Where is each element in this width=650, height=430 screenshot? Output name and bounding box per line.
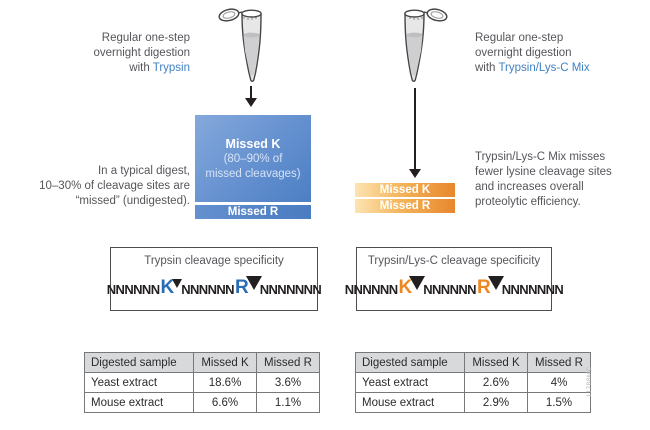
- sequence-segment: NNNNNNN: [259, 282, 322, 297]
- column-header-missed-r: Missed R: [527, 352, 591, 373]
- sample-cell: Yeast extract: [84, 372, 194, 393]
- right-note-line4: proteolytic efficiency.: [475, 196, 581, 208]
- trypsin-lysc-cleavage-sequence: NNNNNN K NNNNNN R NNNNNNN: [345, 276, 564, 298]
- missed-k-value: 2.6%: [464, 372, 528, 393]
- right-intro-line2: overnight digestion: [475, 47, 572, 59]
- arrow-shaft: [250, 86, 252, 98]
- sample-cell: Mouse extract: [84, 392, 194, 413]
- table-row: Mouse extract 6.6% 1.1%: [84, 392, 320, 413]
- table-row: Yeast extract 18.6% 3.6%: [84, 372, 320, 393]
- arrow-head: [245, 98, 257, 107]
- right-intro-with: with: [475, 62, 499, 74]
- trypsin-specificity-box: Trypsin cleavage specificity NNNNNN K NNNN…: [107, 247, 322, 311]
- down-arrow-right: [409, 88, 421, 178]
- left-intro-line2: overnight digestion: [93, 47, 190, 59]
- column-header-missed-k: Missed K: [193, 352, 257, 373]
- microcentrifuge-tube-icon-right: [400, 5, 448, 89]
- figure-number-watermark: 11788MC: [586, 366, 593, 398]
- sequence-segment: NNNNNN: [106, 282, 160, 297]
- column-header-missed-k: Missed K: [464, 352, 528, 373]
- column-header-missed-r: Missed R: [256, 352, 320, 373]
- left-intro-with: with: [129, 62, 153, 74]
- right-note-text: Trypsin/Lys-C Mix misses fewer lysine cl…: [475, 150, 612, 210]
- table-header-row: Digested sample Missed K Missed R: [355, 352, 591, 373]
- table-header-row: Digested sample Missed K Missed R: [84, 352, 320, 373]
- missed-r-strip: Missed R: [195, 205, 311, 219]
- trypsin-cleavage-sequence: NNNNNN K NNNNNN R NNNNNNN: [107, 276, 322, 298]
- table-row: Yeast extract 2.6% 4%: [355, 372, 591, 393]
- cleavage-arrow-small-icon: [172, 279, 183, 288]
- sequence-segment: NNNNNN: [423, 282, 476, 297]
- missed-k-bar-label: Missed K: [379, 184, 431, 196]
- trypsin-results-table: Digested sample Missed K Missed R Yeast …: [84, 352, 320, 413]
- missed-k-sub-line1: (80–90% of: [223, 153, 283, 165]
- sample-cell: Mouse extract: [355, 392, 465, 413]
- sequence-segment: NNNNNNN: [501, 282, 564, 297]
- sequence-segment: NNNNNN: [344, 282, 398, 297]
- arrow-shaft: [414, 88, 416, 169]
- missed-k-sub-line2: missed cleavages): [205, 167, 301, 180]
- arginine-residue: R: [476, 277, 491, 298]
- left-note-line3: “missed” (undigested).: [75, 195, 190, 207]
- missed-k-label: Missed K: [225, 137, 281, 151]
- left-intro-line1: Regular one-step: [101, 32, 190, 44]
- missed-k-box: Missed K (80–90% of missed cleavages): [195, 115, 311, 202]
- left-note-line2: 10–30% of cleavage sites are: [39, 180, 190, 192]
- lysine-residue: K: [398, 277, 413, 298]
- right-note-line2: fewer lysine cleavage sites: [475, 166, 612, 178]
- column-header-sample: Digested sample: [355, 352, 465, 373]
- cleavage-arrow-large-icon: [409, 276, 426, 290]
- missed-k-value: 2.9%: [464, 392, 528, 413]
- right-intro-line3: with Trypsin/Lys-C Mix: [475, 61, 590, 76]
- right-intro-text: Regular one-step overnight digestion wit…: [475, 31, 590, 76]
- left-enzyme-name: Trypsin: [152, 62, 190, 74]
- down-arrow-left: [245, 86, 257, 107]
- lysine-residue: K: [160, 277, 175, 298]
- trypsin-lysc-specificity-title: Trypsin/Lys-C cleavage specificity: [367, 255, 541, 267]
- missed-r-bar: Missed R: [355, 199, 455, 213]
- microcentrifuge-tube-icon-left: [218, 5, 266, 89]
- cleavage-arrow-large-icon: [487, 276, 504, 290]
- missed-k-value: 18.6%: [193, 372, 257, 393]
- right-note-line1: Trypsin/Lys-C Mix misses: [475, 151, 606, 163]
- cleavage-arrow-large-icon: [245, 276, 262, 290]
- missed-r-label: Missed R: [227, 206, 279, 218]
- left-note-text: In a typical digest, 10–30% of cleavage …: [39, 164, 190, 209]
- trypsin-lysc-results-table: Digested sample Missed K Missed R Yeast …: [355, 352, 591, 413]
- missed-k-bar: Missed K: [355, 183, 455, 197]
- arrow-head: [409, 169, 421, 178]
- right-intro-line1: Regular one-step: [475, 32, 564, 44]
- arginine-residue: R: [234, 277, 249, 298]
- sample-cell: Yeast extract: [355, 372, 465, 393]
- column-header-sample: Digested sample: [84, 352, 194, 373]
- missed-r-value: 1.5%: [527, 392, 591, 413]
- right-enzyme-name: Trypsin/Lys-C Mix: [498, 62, 590, 74]
- missed-r-value: 4%: [527, 372, 591, 393]
- trypsin-specificity-title: Trypsin cleavage specificity: [144, 255, 284, 267]
- left-note-line1: In a typical digest,: [97, 165, 190, 177]
- missed-r-value: 1.1%: [256, 392, 320, 413]
- left-intro-line3: with Trypsin: [93, 61, 190, 76]
- missed-r-value: 3.6%: [256, 372, 320, 393]
- left-intro-text: Regular one-step overnight digestion wit…: [93, 31, 190, 76]
- missed-r-bar-label: Missed R: [379, 200, 431, 212]
- right-note-line3: and increases overall: [475, 181, 584, 193]
- sequence-segment: NNNNNN: [181, 282, 234, 297]
- table-row: Mouse extract 2.9% 1.5%: [355, 392, 591, 413]
- trypsin-lysc-specificity-box: Trypsin/Lys-C cleavage specificity NNNNN…: [345, 247, 564, 311]
- missed-k-value: 6.6%: [193, 392, 257, 413]
